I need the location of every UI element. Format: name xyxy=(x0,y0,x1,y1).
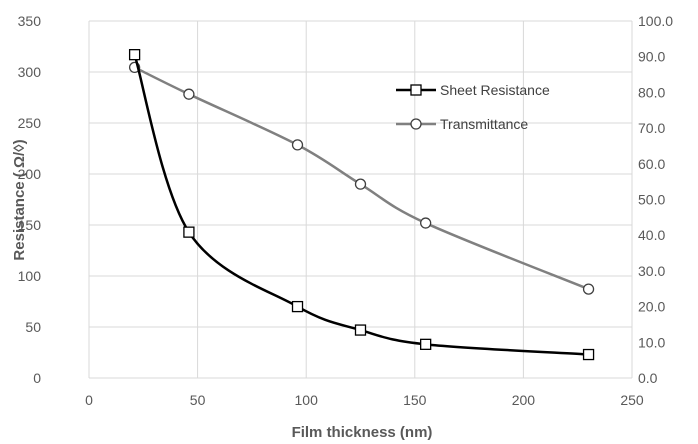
gridlines xyxy=(88,20,633,379)
y-tick-label: 300 xyxy=(18,64,42,80)
transmittance-point xyxy=(582,283,595,295)
transmittance-point xyxy=(291,139,304,151)
y-axis-title: Resistance ( Ω/◊) xyxy=(11,139,28,260)
sheet-resistance-point xyxy=(128,49,141,61)
y2-tick-label: 70.0 xyxy=(638,120,665,136)
right-axis-ticks: 0.0 10.0 20.0 30.0 40.0 50.0 60.0 70.0 80.0 90.0 1… xyxy=(638,13,673,386)
y2-tick-label: 30.0 xyxy=(638,263,665,279)
y-tick-label: 250 xyxy=(18,115,42,131)
x-axis-ticks: 0 50 100 150 200 250 xyxy=(85,392,644,408)
x-axis-title: Film thickness (nm) xyxy=(292,424,433,441)
y-tick-label: 200 xyxy=(18,166,42,182)
y2-tick-label: 60.0 xyxy=(638,156,665,172)
y-tick-label: 0 xyxy=(33,370,41,386)
sheet-resistance-point xyxy=(354,324,367,336)
y-tick-label: 150 xyxy=(18,217,42,233)
legend-marker-sheet-resistance xyxy=(410,84,422,96)
x-tick-label: 200 xyxy=(512,392,536,408)
x-tick-label: 250 xyxy=(620,392,644,408)
left-axis-ticks: 0 50 100 150 200 250 300 350 xyxy=(18,13,42,386)
x-tick-label: 100 xyxy=(295,392,319,408)
y2-tick-label: 20.0 xyxy=(638,299,665,315)
y-tick-label: 350 xyxy=(18,13,42,29)
transmittance-point xyxy=(183,88,195,100)
transmittance-line xyxy=(134,66,590,291)
y2-tick-label: 100.0 xyxy=(638,13,673,29)
legend-label-transmittance: Transmittance xyxy=(440,116,528,132)
y2-tick-label: 90.0 xyxy=(638,49,665,65)
sheet-resistance-line xyxy=(133,54,589,356)
sheet-resistance-point xyxy=(582,348,595,361)
y2-tick-label: 50.0 xyxy=(638,192,665,208)
y-tick-label: 100 xyxy=(18,268,42,284)
x-tick-label: 0 xyxy=(85,392,93,408)
legend-marker-transmittance xyxy=(410,118,422,130)
x-tick-label: 50 xyxy=(190,392,206,408)
sheet-resistance-point xyxy=(291,300,304,313)
transmittance-point xyxy=(354,178,367,190)
series-layer xyxy=(128,49,595,361)
sheet-resistance-point xyxy=(183,226,195,238)
transmittance-point xyxy=(420,217,432,229)
y2-tick-label: 80.0 xyxy=(638,84,665,100)
x-tick-label: 150 xyxy=(403,392,427,408)
y-tick-label: 50 xyxy=(25,319,41,335)
legend: Sheet Resistance Transmittance xyxy=(396,82,550,132)
legend-label-sheet-resistance: Sheet Resistance xyxy=(440,82,550,98)
y2-tick-label: 10.0 xyxy=(638,334,665,350)
y2-tick-label: 0.0 xyxy=(638,370,658,386)
y2-tick-label: 40.0 xyxy=(638,227,665,243)
sheet-resistance-point xyxy=(420,338,432,350)
